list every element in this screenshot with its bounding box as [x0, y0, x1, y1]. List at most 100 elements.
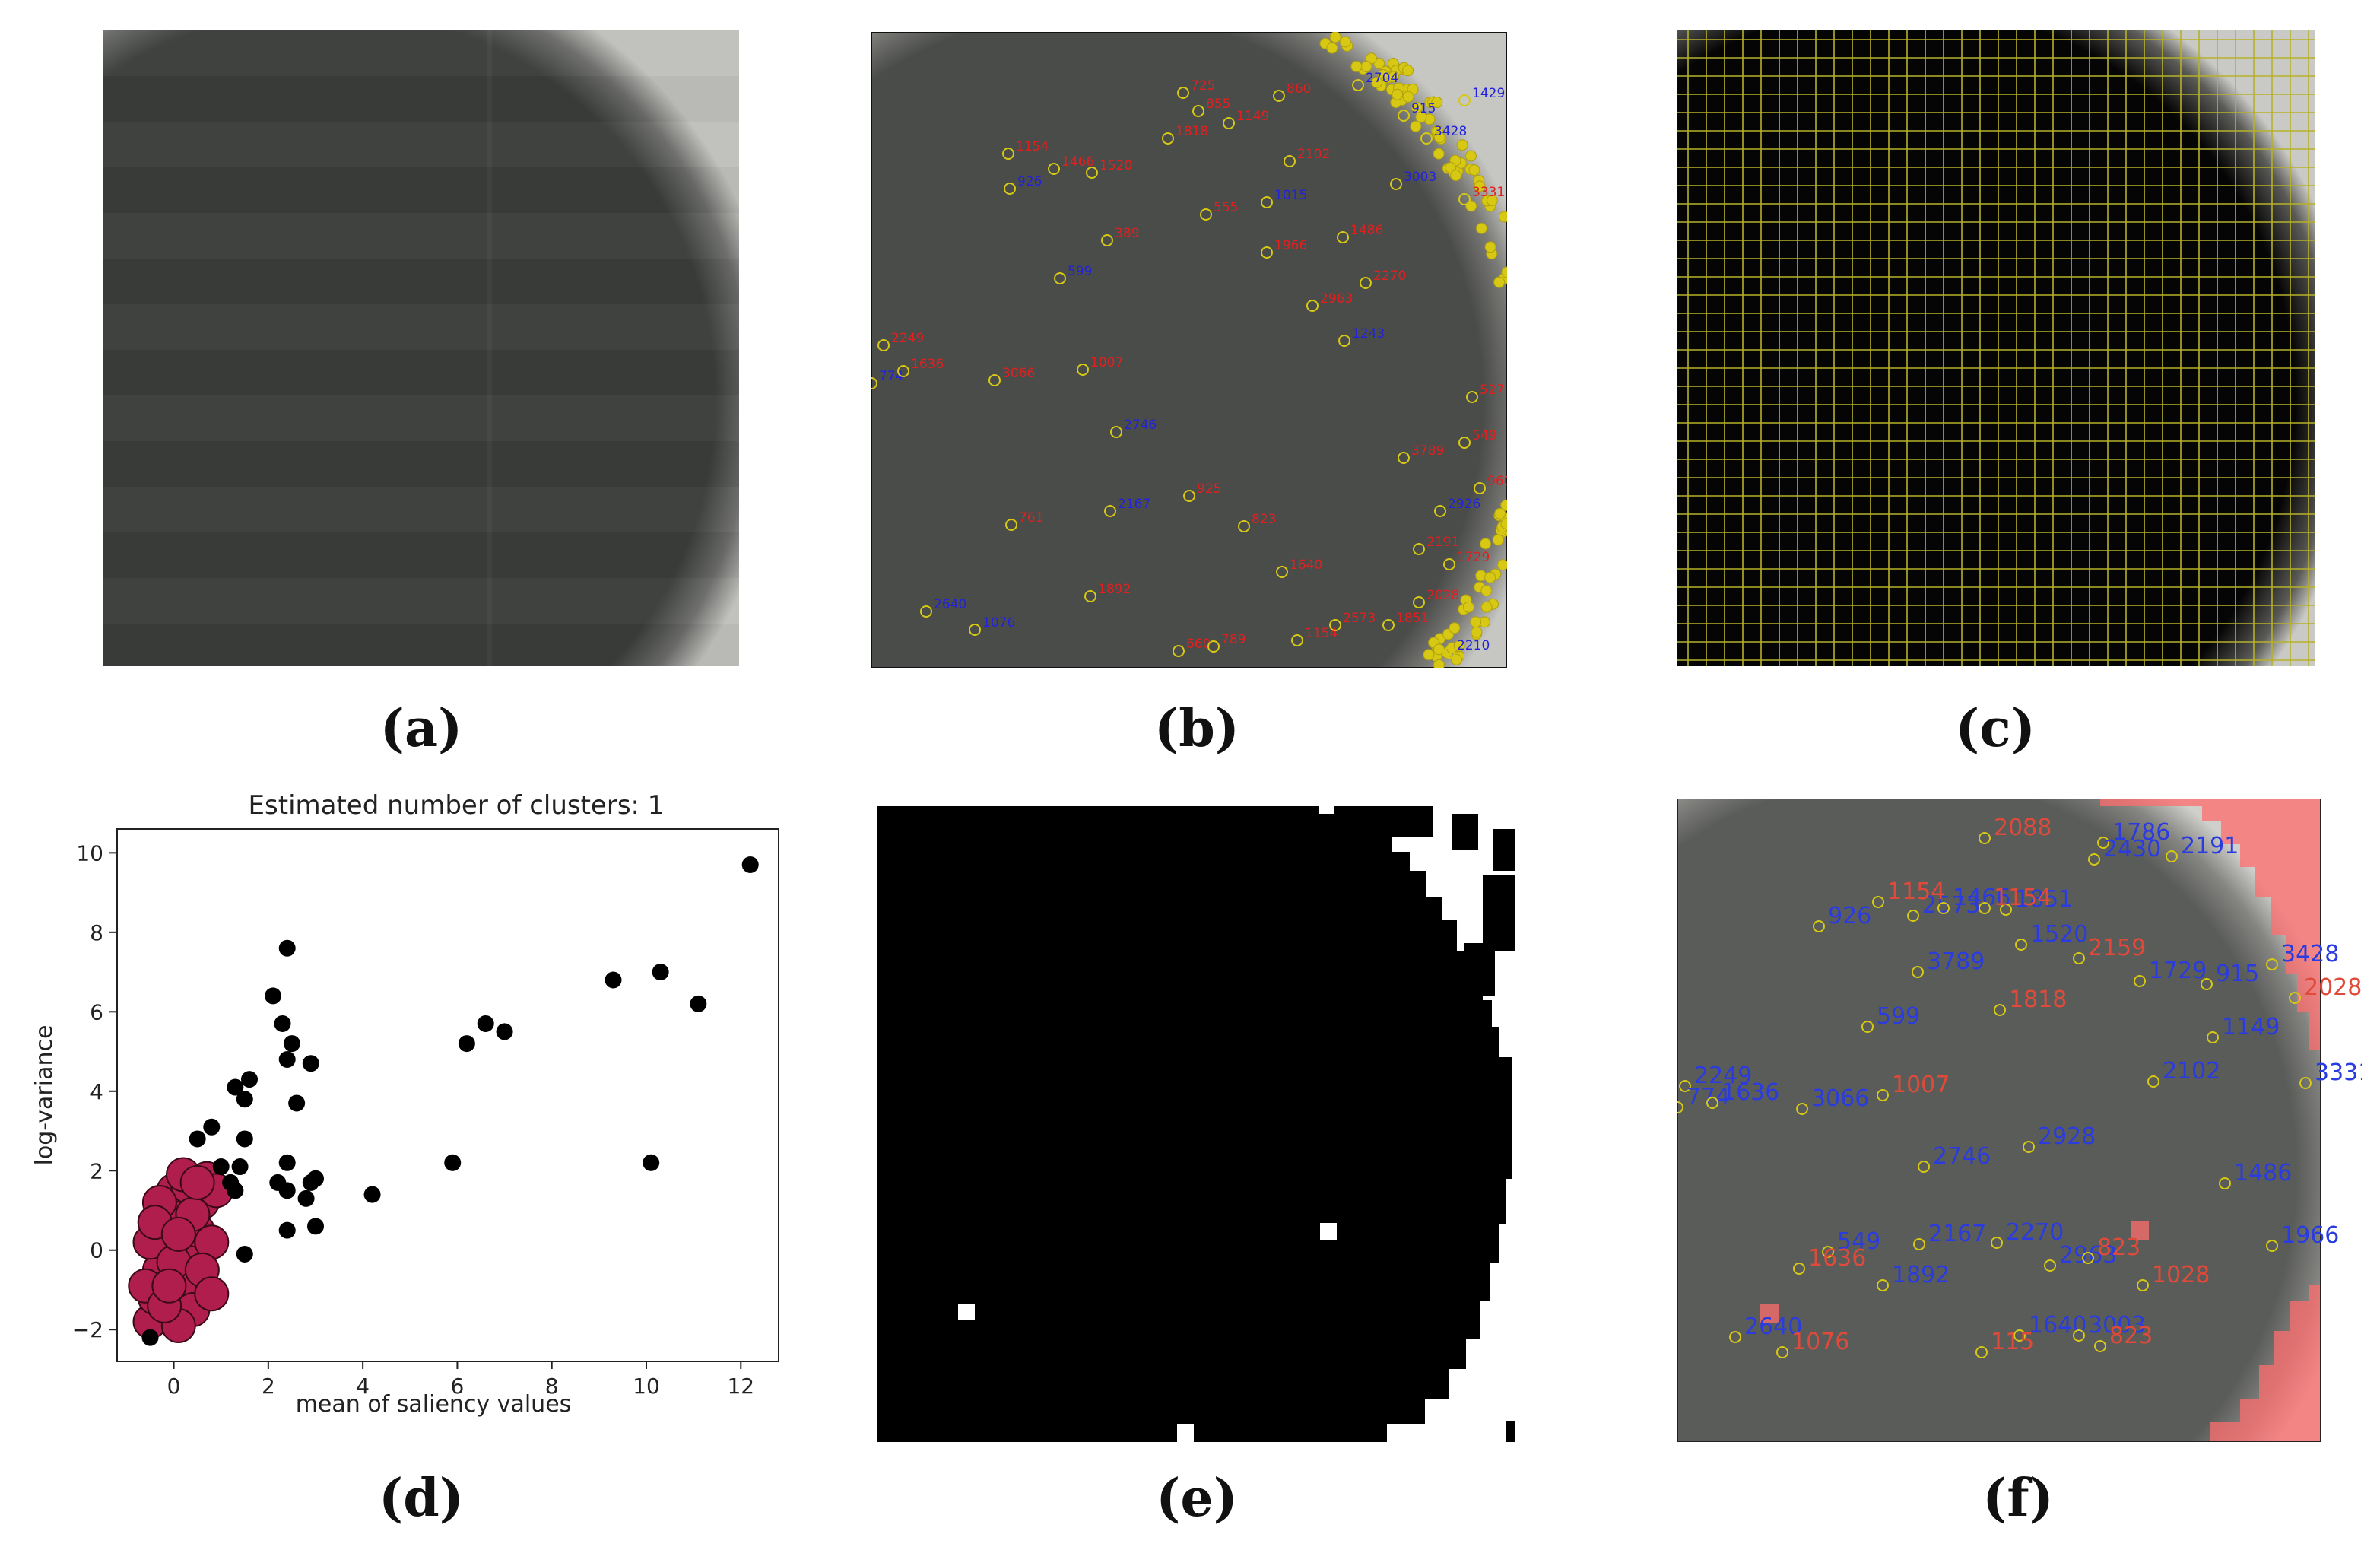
- outlier-point: [307, 1218, 324, 1235]
- keypoint-marker: [1496, 559, 1509, 571]
- keypoint-marker: [1453, 640, 1465, 652]
- keypoint-label-blue: 3789: [1927, 948, 1985, 975]
- keypoint-label-red: 1149: [1236, 109, 1269, 124]
- keypoint-marker: [1456, 139, 1468, 151]
- keypoint-label-red: 2963: [1320, 291, 1353, 307]
- keypoint-label-blue: 1966: [2281, 1222, 2339, 1249]
- keypoint-marker: [1431, 97, 1443, 109]
- keypoint-circle: [1458, 94, 1471, 106]
- keypoint-marker: [1493, 276, 1506, 288]
- keypoint-label-blue: 599: [1877, 1003, 1920, 1030]
- keypoint-label-blue: 2270: [2006, 1219, 2064, 1246]
- keypoint-label-red: 823: [2097, 1234, 2140, 1261]
- outlier-point: [288, 1094, 306, 1112]
- keypoint-marker: [1450, 653, 1462, 665]
- keypoint-label-red: 1154: [1887, 878, 1945, 905]
- keypoint-marker: [1365, 52, 1377, 65]
- y-tick-label: 4: [90, 1079, 103, 1104]
- keypoint-label-red: 1076: [1791, 1329, 1849, 1355]
- keypoint-circle: [2201, 978, 2213, 990]
- keypoint-label-blue: 2746: [1933, 1143, 1991, 1170]
- caption-e: (e): [1156, 1468, 1238, 1529]
- keypoint-label-blue: 926: [1828, 903, 1871, 929]
- keypoint-circle: [1979, 902, 1991, 914]
- panel-b: 926 1015 599 1243 774 2746 2167 2926 2640 1076 221…: [865, 31, 1513, 671]
- x-axis-label: mean of saliency values: [296, 1391, 572, 1418]
- outlier-point: [274, 1015, 291, 1032]
- panel-c: [1677, 30, 2315, 666]
- keypoint-label-red: 860: [1287, 81, 1311, 97]
- keypoint-label-blue: 3003: [2088, 1312, 2146, 1339]
- keypoint-label-red: 389: [1115, 226, 1139, 241]
- outlier-point: [241, 1071, 258, 1088]
- keypoint-label-red: 2191: [1426, 535, 1459, 550]
- keypoint-circle: [2134, 975, 2146, 987]
- keypoint-marker: [1350, 60, 1363, 72]
- outlier-point: [741, 856, 759, 874]
- keypoint-circle: [1004, 183, 1016, 195]
- keypoint-label-red: 549: [1472, 428, 1496, 443]
- keypoint-marker: [1423, 649, 1435, 661]
- keypoint-label-red: 1818: [2009, 986, 2067, 1013]
- x-tick-label: 6: [451, 1374, 465, 1399]
- keypoint-marker: [1433, 659, 1445, 671]
- keypoint-marker: [1433, 148, 1445, 160]
- outlier-point: [307, 1170, 324, 1187]
- binary-mask-e: [877, 806, 1515, 1442]
- keypoint-marker: [1480, 601, 1493, 613]
- chart-title: Estimated number of clusters: 1: [249, 790, 665, 821]
- outlier-point: [302, 1055, 319, 1072]
- keypoint-circle: [1979, 832, 1991, 844]
- keypoint-circle: [1261, 196, 1273, 208]
- keypoint-circle: [1937, 902, 1950, 914]
- keypoint-marker: [1371, 76, 1383, 88]
- keypoint-circle: [1183, 490, 1195, 502]
- keypoint-circle: [1434, 505, 1446, 517]
- outlier-point: [278, 1050, 296, 1068]
- caption-b: (b): [1154, 698, 1239, 759]
- keypoint-label-blue: 2640: [1744, 1313, 1802, 1340]
- keypoint-label-blue: 2926: [1448, 497, 1480, 512]
- keypoint-label-blue: 2102: [2163, 1058, 2220, 1085]
- keypoint-label-blue: 2167: [1928, 1221, 1986, 1247]
- keypoint-label-red: 2028: [2304, 974, 2362, 1001]
- keypoint-label-red: 1892: [1098, 582, 1131, 597]
- outlier-point: [227, 1182, 244, 1199]
- keypoint-marker: [1450, 170, 1462, 182]
- keypoint-circle: [2073, 1329, 2085, 1342]
- keypoint-marker: [1410, 120, 1422, 132]
- keypoint-circle: [2015, 939, 2027, 951]
- keypoint-marker: [1411, 101, 1423, 113]
- keypoint-label-red: 1007: [1892, 1072, 1950, 1098]
- outlier-point: [652, 964, 669, 981]
- keypoint-circle: [1474, 482, 1486, 494]
- keypoint-label-red: 115: [1991, 1329, 2034, 1355]
- keypoint-label-blue: 2249: [1694, 1062, 1752, 1089]
- keypoint-circle: [1054, 272, 1066, 284]
- keypoint-label-blue: 2191: [2181, 833, 2239, 859]
- annotated-image-b: 926 1015 599 1243 774 2746 2167 2926 2640 1076 221…: [865, 31, 1513, 671]
- keypoint-circle: [1975, 1346, 1988, 1358]
- keypoint-circle: [2137, 1279, 2149, 1291]
- keypoint-marker: [1329, 31, 1341, 43]
- keypoint-circle: [1382, 619, 1395, 631]
- keypoint-circle: [1084, 590, 1096, 602]
- keypoint-marker: [1462, 601, 1474, 613]
- keypoint-circle: [1918, 1161, 1930, 1173]
- keypoint-marker: [1484, 571, 1496, 583]
- keypoint-circle: [1861, 1021, 1874, 1033]
- outlier-point: [189, 1130, 206, 1148]
- keypoint-marker: [1492, 534, 1504, 546]
- keypoint-marker: [1480, 585, 1493, 597]
- y-ticks: −2 0 2 4 6 8 10: [72, 840, 117, 1342]
- keypoint-label-red: 1520: [1100, 158, 1132, 173]
- keypoint-label-red: 1486: [1350, 223, 1383, 238]
- keypoint-circle: [1390, 178, 1402, 190]
- cluster-point: [179, 1164, 215, 1200]
- keypoint-marker: [1486, 194, 1498, 206]
- keypoint-marker: [1470, 616, 1482, 628]
- keypoint-label-blue: 1786: [2112, 819, 2170, 846]
- keypoint-label-blue: 599: [1068, 264, 1092, 279]
- keypoint-label-red: 1636: [911, 357, 944, 372]
